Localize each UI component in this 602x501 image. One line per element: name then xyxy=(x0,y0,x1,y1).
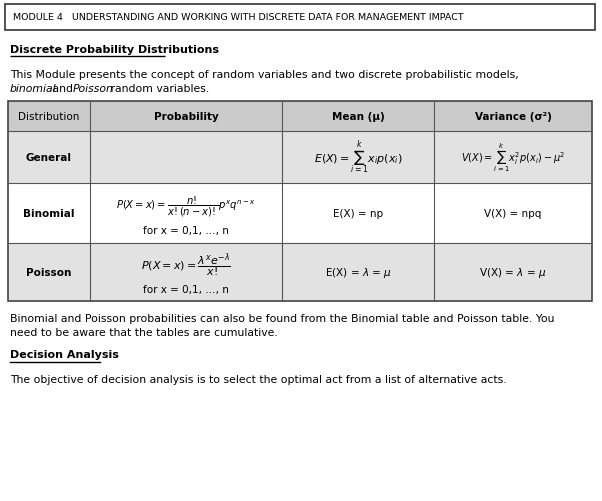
Text: MODULE 4   UNDERSTANDING AND WORKING WITH DISCRETE DATA FOR MANAGEMENT IMPACT: MODULE 4 UNDERSTANDING AND WORKING WITH … xyxy=(13,14,464,23)
Text: V(X) = npq: V(X) = npq xyxy=(485,208,542,218)
Text: General: General xyxy=(26,153,72,163)
Text: Decision Analysis: Decision Analysis xyxy=(10,349,119,359)
Text: Poisson: Poisson xyxy=(73,84,114,94)
Text: Binomial: Binomial xyxy=(23,208,75,218)
Text: $V(X)=\sum_{i=1}^{k}x_i^2p(x_i)-\mu^2$: $V(X)=\sum_{i=1}^{k}x_i^2p(x_i)-\mu^2$ xyxy=(461,141,565,174)
Bar xyxy=(8,102,592,132)
Bar xyxy=(8,102,592,302)
Text: need to be aware that the tables are cumulative.: need to be aware that the tables are cum… xyxy=(10,327,278,337)
Text: $P(X=x)=\dfrac{n!}{x!(n-x)!}p^x q^{n-x}$: $P(X=x)=\dfrac{n!}{x!(n-x)!}p^x q^{n-x}$ xyxy=(116,194,256,218)
Text: Discrete Probability Distributions: Discrete Probability Distributions xyxy=(10,45,219,55)
Text: for x = 0,1, …, n: for x = 0,1, …, n xyxy=(143,225,229,235)
Bar xyxy=(5,5,595,31)
Text: The objective of decision analysis is to select the optimal act from a list of a: The objective of decision analysis is to… xyxy=(10,374,507,384)
Bar xyxy=(8,243,592,302)
Text: V(X) = $\lambda$ = $\mu$: V(X) = $\lambda$ = $\mu$ xyxy=(479,266,547,280)
Text: Binomial and Poisson probabilities can also be found from the Binomial table and: Binomial and Poisson probabilities can a… xyxy=(10,313,554,323)
Text: $P(X=x)=\dfrac{\lambda^x e^{-\lambda}}{x!}$: $P(X=x)=\dfrac{\lambda^x e^{-\lambda}}{x… xyxy=(141,252,231,280)
Text: Probability: Probability xyxy=(154,112,219,122)
Text: Variance (σ²): Variance (σ²) xyxy=(474,112,551,122)
Text: $E(X)=\sum_{i=1}^{k}x_ip(x_i)$: $E(X)=\sum_{i=1}^{k}x_ip(x_i)$ xyxy=(314,139,402,176)
Bar xyxy=(8,184,592,243)
Text: E(X) = $\lambda$ = $\mu$: E(X) = $\lambda$ = $\mu$ xyxy=(324,266,391,280)
Text: Poisson: Poisson xyxy=(26,268,72,278)
Text: random variables.: random variables. xyxy=(107,84,209,94)
Text: and: and xyxy=(49,84,76,94)
Text: E(X) = np: E(X) = np xyxy=(333,208,383,218)
Text: This Module presents the concept of random variables and two discrete probabilis: This Module presents the concept of rand… xyxy=(10,70,519,80)
Text: Distribution: Distribution xyxy=(18,112,79,122)
Text: binomial: binomial xyxy=(10,84,57,94)
Text: Mean (μ): Mean (μ) xyxy=(332,112,384,122)
Text: for x = 0,1, …, n: for x = 0,1, …, n xyxy=(143,285,229,295)
Bar xyxy=(8,132,592,184)
